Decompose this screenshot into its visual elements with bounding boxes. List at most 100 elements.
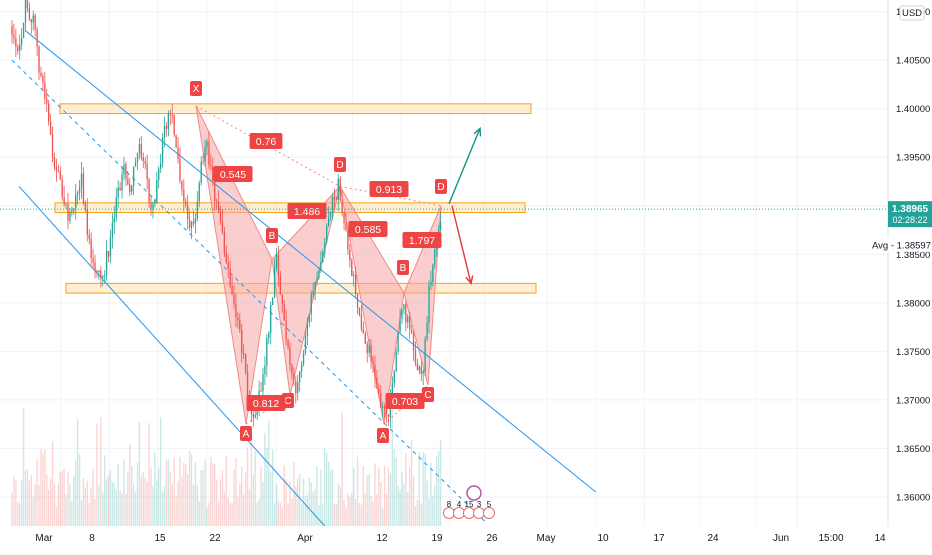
volume-bar: [121, 493, 123, 526]
volume-bar: [38, 485, 40, 526]
volume-bar: [73, 475, 75, 526]
candle-body: [57, 170, 60, 172]
ratio-label: 1.797: [402, 232, 442, 248]
volume-bar: [326, 452, 328, 526]
volume-bar: [414, 505, 417, 526]
volume-bar: [107, 475, 110, 526]
candle-body: [414, 350, 417, 364]
event-icon[interactable]: [463, 507, 475, 519]
candle-body: [335, 199, 338, 201]
volume-bar: [71, 501, 73, 526]
volume-bar: [42, 453, 44, 526]
volume-bar: [84, 487, 87, 526]
volume-bar: [13, 476, 15, 526]
volume-bar: [304, 496, 307, 526]
candle-body: [146, 163, 148, 180]
candle-body: [42, 76, 44, 83]
volume-bar: [360, 504, 363, 526]
candle-body: [115, 197, 117, 218]
candle-body: [297, 382, 299, 394]
candle-body: [212, 166, 214, 182]
candle-body: [198, 183, 200, 202]
candle-body: [403, 304, 405, 310]
candle-body: [360, 314, 363, 330]
label-bg: [435, 179, 447, 194]
volume-bar: [385, 494, 388, 526]
event-icon[interactable]: [453, 507, 465, 519]
time-tick-label: 17: [653, 533, 665, 544]
candle-body: [15, 38, 17, 47]
candle-body: [281, 294, 283, 304]
volume-bar: [418, 451, 421, 526]
candle-body: [113, 217, 115, 223]
volume-bar: [196, 485, 199, 526]
candle-body: [148, 179, 150, 203]
time-tick-label: 19: [431, 533, 443, 544]
time-tick-label: Mar: [35, 533, 53, 544]
candle-body: [63, 197, 65, 205]
event-icon[interactable]: [443, 507, 455, 519]
volume-bar: [333, 503, 336, 526]
candle-body: [140, 144, 143, 158]
ratio-bg: [385, 393, 425, 409]
candle-body: [254, 414, 256, 417]
volume-bar: [262, 482, 264, 526]
volume-bar: [49, 478, 52, 526]
candle-body: [339, 178, 341, 201]
candle-body: [103, 275, 106, 277]
volume-bar: [275, 483, 278, 526]
candle-body: [268, 333, 270, 338]
candle-body: [53, 157, 56, 168]
last-price-value: 1.38965: [892, 204, 929, 215]
event-count: 8: [447, 500, 452, 509]
label-text: A: [243, 429, 250, 440]
volume-bar: [173, 457, 175, 526]
volume-bar: [389, 472, 392, 526]
volume-bar: [235, 457, 237, 526]
candle-body: [109, 237, 112, 257]
ratio-text: 1.486: [294, 206, 320, 218]
currency-badge[interactable]: USD: [899, 5, 925, 21]
volume-bar: [331, 468, 334, 526]
candle-body: [424, 338, 426, 371]
label-bg: [190, 81, 202, 96]
candle-body: [333, 196, 336, 200]
candle-body: [354, 274, 357, 295]
volume-bar: [169, 472, 171, 526]
candle-body: [161, 137, 164, 164]
volume-bar: [432, 496, 434, 526]
candle-body: [127, 178, 129, 185]
grid: [0, 0, 888, 526]
volume-bar: [148, 422, 150, 526]
currency-badge-bg: [899, 5, 925, 21]
candle-body: [387, 414, 390, 418]
candle-body: [275, 254, 278, 269]
volume-bar: [349, 497, 351, 526]
volume-bar: [412, 476, 415, 526]
candle-body: [192, 221, 195, 224]
label-bg: [334, 157, 346, 172]
event-count: 4: [457, 500, 462, 509]
event-icon[interactable]: [473, 507, 485, 519]
candle-body: [80, 173, 83, 188]
event-flag-icon[interactable]: [466, 485, 482, 501]
volume-bar: [30, 475, 32, 526]
candle-body: [397, 332, 399, 352]
event-icon[interactable]: [483, 507, 495, 519]
candle-body: [36, 28, 38, 47]
candle-body: [152, 203, 154, 210]
event-icons[interactable]: 8 4 15 3 5: [443, 485, 495, 519]
volume-bar: [22, 408, 25, 526]
pattern-point-label-x: X: [190, 81, 202, 96]
volume-bar: [291, 498, 293, 526]
volume-bar: [127, 471, 129, 526]
volume-bar: [434, 486, 436, 526]
volume-bar: [140, 476, 143, 526]
candle-body: [229, 268, 231, 287]
ratio-bg: [287, 203, 327, 219]
candle-body: [202, 161, 204, 163]
volume-bar: [187, 474, 189, 526]
